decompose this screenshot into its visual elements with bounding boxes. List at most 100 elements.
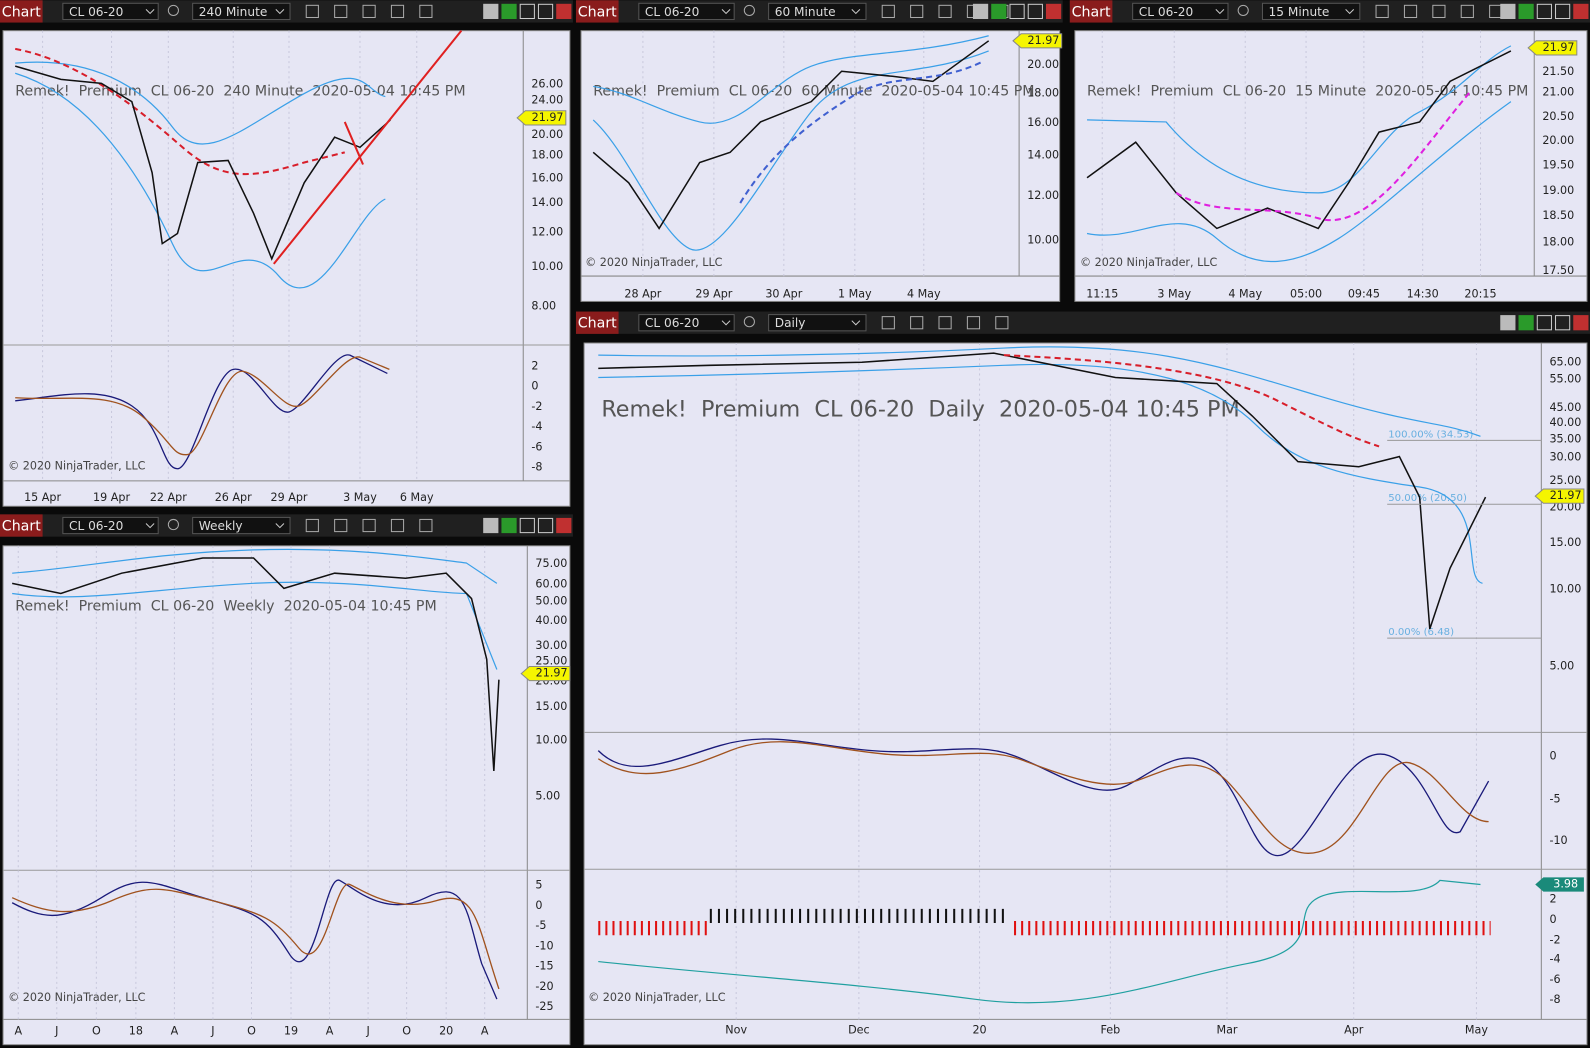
tool-icon[interactable] bbox=[1375, 4, 1389, 18]
instrument-select[interactable] bbox=[62, 2, 159, 21]
window-button[interactable] bbox=[1500, 315, 1516, 331]
tool-icon[interactable] bbox=[938, 4, 952, 18]
chart-label: Remek! Premium CL 06-20 240 Minute 2020-… bbox=[15, 84, 465, 100]
instrument-label[interactable]: CL 06-20 bbox=[645, 5, 699, 19]
indicator-axis-label: -5 bbox=[1549, 792, 1560, 805]
search-icon[interactable] bbox=[167, 4, 179, 16]
tool-icon[interactable] bbox=[1403, 4, 1418, 18]
tool-icon[interactable] bbox=[305, 4, 319, 18]
search-icon[interactable] bbox=[1237, 4, 1249, 16]
interval-select[interactable] bbox=[1261, 2, 1361, 21]
tool-icon[interactable] bbox=[334, 518, 348, 533]
chart-tab[interactable] bbox=[1069, 0, 1113, 23]
tool-icon[interactable] bbox=[362, 518, 376, 533]
time-axis-label: 05:00 bbox=[1290, 287, 1322, 300]
window-button[interactable] bbox=[537, 517, 554, 534]
chart-tab-label[interactable]: Chart bbox=[578, 4, 617, 20]
window-button[interactable] bbox=[1573, 3, 1589, 20]
chart-tab[interactable] bbox=[0, 0, 43, 23]
indicator-axis-label: -4 bbox=[531, 420, 542, 433]
tool-icon[interactable] bbox=[419, 518, 433, 533]
chart-tab[interactable] bbox=[0, 514, 43, 537]
window-button[interactable] bbox=[1500, 3, 1516, 20]
window-button[interactable] bbox=[1555, 3, 1571, 20]
instrument-select[interactable] bbox=[638, 314, 735, 332]
tool-icon[interactable] bbox=[1460, 4, 1474, 18]
window-button[interactable] bbox=[483, 517, 499, 534]
chart-area bbox=[1074, 30, 1588, 302]
time-axis-label: J bbox=[210, 1025, 214, 1038]
chart-area bbox=[2, 30, 571, 507]
instrument-label[interactable]: CL 06-20 bbox=[1139, 5, 1193, 19]
window-button[interactable] bbox=[483, 3, 499, 20]
window-button[interactable] bbox=[1045, 3, 1062, 20]
price-marker-label: 21.97 bbox=[1543, 41, 1575, 54]
window-button[interactable] bbox=[1518, 315, 1534, 331]
tool-icon[interactable] bbox=[910, 4, 924, 18]
tool-icon[interactable] bbox=[334, 4, 348, 18]
tool-icon[interactable] bbox=[390, 4, 405, 18]
chart-tab-label[interactable]: Chart bbox=[2, 519, 41, 535]
tool-icon[interactable] bbox=[938, 316, 952, 330]
window-button[interactable] bbox=[1027, 3, 1043, 20]
interval-select[interactable] bbox=[768, 314, 867, 332]
window-button[interactable] bbox=[519, 3, 535, 20]
window-button[interactable] bbox=[1009, 3, 1025, 20]
interval-label[interactable]: Weekly bbox=[199, 519, 243, 533]
window-button[interactable] bbox=[1555, 315, 1571, 331]
time-axis-label: Dec bbox=[848, 1024, 870, 1037]
tool-icon[interactable] bbox=[881, 316, 895, 330]
instrument-label[interactable]: CL 06-20 bbox=[645, 316, 699, 330]
tool-icon[interactable] bbox=[995, 316, 1009, 330]
window-button[interactable] bbox=[556, 517, 572, 534]
price-axis-label: 20.00 bbox=[531, 128, 563, 141]
tool-icon[interactable] bbox=[390, 518, 405, 533]
chart-tab-label[interactable]: Chart bbox=[578, 316, 617, 332]
interval-label[interactable]: Daily bbox=[775, 316, 806, 330]
interval-label[interactable]: 60 Minute bbox=[775, 5, 836, 19]
indicator-axis-label: -6 bbox=[1549, 973, 1560, 986]
search-icon[interactable] bbox=[167, 518, 179, 531]
tool-icon[interactable] bbox=[1432, 4, 1446, 18]
tool-icon[interactable] bbox=[910, 316, 924, 330]
search-icon[interactable] bbox=[743, 4, 755, 16]
tool-icon[interactable] bbox=[966, 316, 981, 330]
tool-icon[interactable] bbox=[881, 4, 895, 18]
window-button[interactable] bbox=[537, 3, 554, 20]
interval-label[interactable]: 15 Minute bbox=[1269, 5, 1330, 19]
interval-label[interactable]: 240 Minute bbox=[199, 5, 268, 19]
tool-icon[interactable] bbox=[419, 4, 433, 18]
band-upper bbox=[12, 548, 498, 584]
window-button[interactable] bbox=[1518, 3, 1534, 20]
tool-icon[interactable] bbox=[305, 518, 319, 533]
window-button[interactable] bbox=[501, 3, 517, 20]
time-axis-label: 19 bbox=[284, 1025, 298, 1038]
price-axis-label: 65.00 bbox=[1549, 355, 1581, 368]
window-button[interactable] bbox=[1573, 315, 1589, 331]
search-icon[interactable] bbox=[743, 316, 755, 328]
instrument-select[interactable] bbox=[638, 2, 735, 21]
price-path bbox=[598, 352, 1487, 630]
chart-tab[interactable] bbox=[575, 311, 619, 334]
price-marker bbox=[1012, 33, 1063, 49]
interval-select[interactable] bbox=[192, 2, 291, 21]
instrument-select[interactable] bbox=[62, 516, 159, 535]
window-button[interactable] bbox=[501, 517, 517, 534]
chart-tab[interactable] bbox=[575, 0, 619, 23]
chart-tab-label[interactable]: Chart bbox=[2, 4, 41, 20]
window-button[interactable] bbox=[556, 3, 572, 20]
window-button[interactable] bbox=[991, 3, 1007, 20]
instrument-label[interactable]: CL 06-20 bbox=[69, 519, 123, 533]
window-button[interactable] bbox=[1536, 315, 1552, 331]
dropdown-arrow bbox=[1215, 9, 1225, 15]
tool-icon[interactable] bbox=[362, 4, 376, 18]
instrument-select[interactable] bbox=[1132, 2, 1229, 21]
window-button[interactable] bbox=[1536, 3, 1552, 20]
window-button[interactable] bbox=[972, 3, 989, 20]
chart-tab-label[interactable]: Chart bbox=[1072, 4, 1111, 20]
interval-select[interactable] bbox=[192, 516, 291, 535]
window-button[interactable] bbox=[519, 517, 535, 534]
instrument-label[interactable]: CL 06-20 bbox=[69, 5, 123, 19]
fib-label: 0.00% (6.48) bbox=[1388, 627, 1454, 638]
interval-select[interactable] bbox=[768, 2, 867, 21]
